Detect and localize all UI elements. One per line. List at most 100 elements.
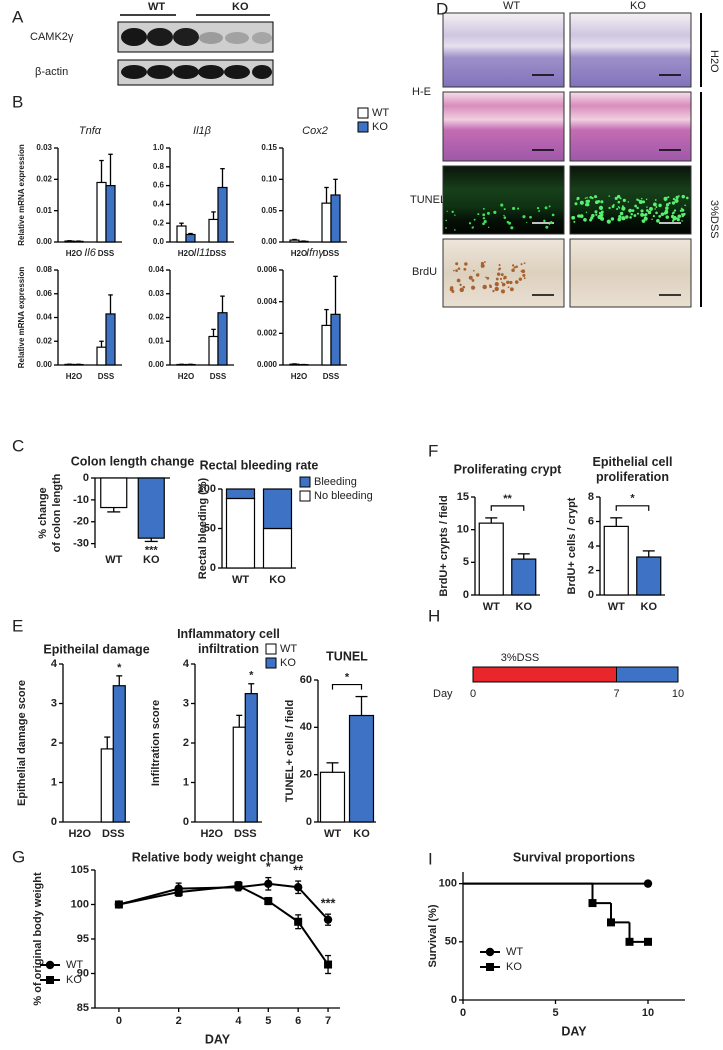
y-tick-label: 50 <box>445 936 457 948</box>
speckle <box>513 266 516 269</box>
y-tick-label: -10 <box>73 494 89 506</box>
y-tick-label: 0.6 <box>153 181 165 190</box>
speckle <box>658 215 662 218</box>
bar <box>105 313 116 366</box>
panel-letter: G <box>12 847 25 866</box>
column-label: KO <box>630 0 646 12</box>
y-tick-label: 0.08 <box>36 265 52 274</box>
speckle <box>500 203 504 207</box>
speckle <box>606 219 611 224</box>
speckle <box>499 277 503 281</box>
speckle <box>522 215 526 219</box>
y-tick-label: 0.02 <box>148 313 164 322</box>
speckle <box>509 280 513 285</box>
speckle <box>649 207 653 211</box>
speckle <box>514 280 519 284</box>
speckle <box>594 210 598 214</box>
chart-title: Proliferating crypt <box>454 462 562 476</box>
speckle <box>681 220 683 222</box>
blot-group: KO <box>232 1 249 13</box>
chart-title: Epitheilal damage <box>43 642 149 656</box>
y-tick-label: 0.00 <box>36 360 52 369</box>
speckle <box>598 211 602 215</box>
micrograph <box>442 165 565 235</box>
speckle <box>677 214 682 218</box>
speckle <box>652 202 657 207</box>
speckle <box>445 227 447 229</box>
bar <box>511 558 537 596</box>
speckle <box>456 278 461 283</box>
band <box>199 32 223 44</box>
speckle <box>598 205 604 210</box>
y-tick-label: 2 <box>51 737 57 749</box>
band <box>147 65 173 79</box>
legend-label: WT <box>506 946 523 958</box>
speckle <box>663 196 668 201</box>
speckle <box>636 212 640 215</box>
timeline-axis-label: Day <box>433 688 453 700</box>
significance: ** <box>503 493 512 505</box>
y-tick-label: 5 <box>463 556 469 568</box>
speckle <box>523 277 526 280</box>
speckle <box>610 217 615 221</box>
y-tick-label: 0.04 <box>148 265 164 274</box>
blot-row-label: β-actin <box>35 66 68 78</box>
micrograph <box>569 165 692 235</box>
y-tick-label: 4 <box>183 658 190 670</box>
timeline-day: 10 <box>672 688 684 700</box>
y-tick-label: 0.4 <box>153 200 165 209</box>
speckle <box>517 207 520 210</box>
y-tick-label: 0 <box>210 562 216 574</box>
y-tick-label: 40 <box>300 721 312 733</box>
band <box>225 32 249 44</box>
marker <box>264 897 273 906</box>
x-tick-label: WT <box>483 601 500 613</box>
x-tick-label: DSS <box>102 828 125 840</box>
y-tick-label: 0.00 <box>261 237 277 246</box>
speckle <box>668 202 671 205</box>
marker <box>323 915 333 924</box>
y-tick-label: 3 <box>183 697 189 709</box>
speckle <box>656 219 660 223</box>
blot-group: WT <box>148 1 165 13</box>
speckle <box>509 287 514 292</box>
speckle <box>548 205 551 208</box>
speckle <box>492 289 495 293</box>
speckle <box>518 277 523 281</box>
marker <box>293 883 303 892</box>
speckle <box>634 204 638 208</box>
speckle <box>536 206 540 210</box>
bar <box>348 714 375 823</box>
speckle <box>520 263 523 266</box>
y-tick-label: 2 <box>183 737 189 749</box>
bar <box>319 771 346 823</box>
bar <box>232 726 246 823</box>
row-label: H-E <box>412 86 431 98</box>
micrograph <box>569 238 692 308</box>
y-tick-label: -20 <box>73 516 89 528</box>
y-tick-label: 0 <box>451 994 457 1006</box>
legend-label: No bleeding <box>314 490 373 502</box>
speckle <box>665 215 670 219</box>
speckle <box>503 208 506 211</box>
speckle <box>585 211 588 214</box>
chart-title: Rectal bleeding rate <box>200 458 319 472</box>
y-tick-label: 0.00 <box>36 237 52 246</box>
x-tick-label: WT <box>232 574 249 586</box>
band <box>173 28 199 46</box>
line <box>118 882 329 921</box>
timeline-label: 3%DSS <box>501 652 540 664</box>
speckle <box>500 273 504 277</box>
speckle <box>496 272 501 276</box>
chart-title: Colon length change <box>71 454 195 468</box>
x-tick-label: H2O <box>200 828 223 840</box>
legend-label: KO <box>506 961 522 973</box>
speckle <box>684 204 686 207</box>
speckle <box>641 219 646 223</box>
marker <box>485 947 495 957</box>
speckle <box>590 216 594 220</box>
y-axis-label: Infiltration score <box>150 700 162 786</box>
significance: ** <box>293 863 303 877</box>
speckle <box>473 218 476 221</box>
marker <box>324 960 333 969</box>
